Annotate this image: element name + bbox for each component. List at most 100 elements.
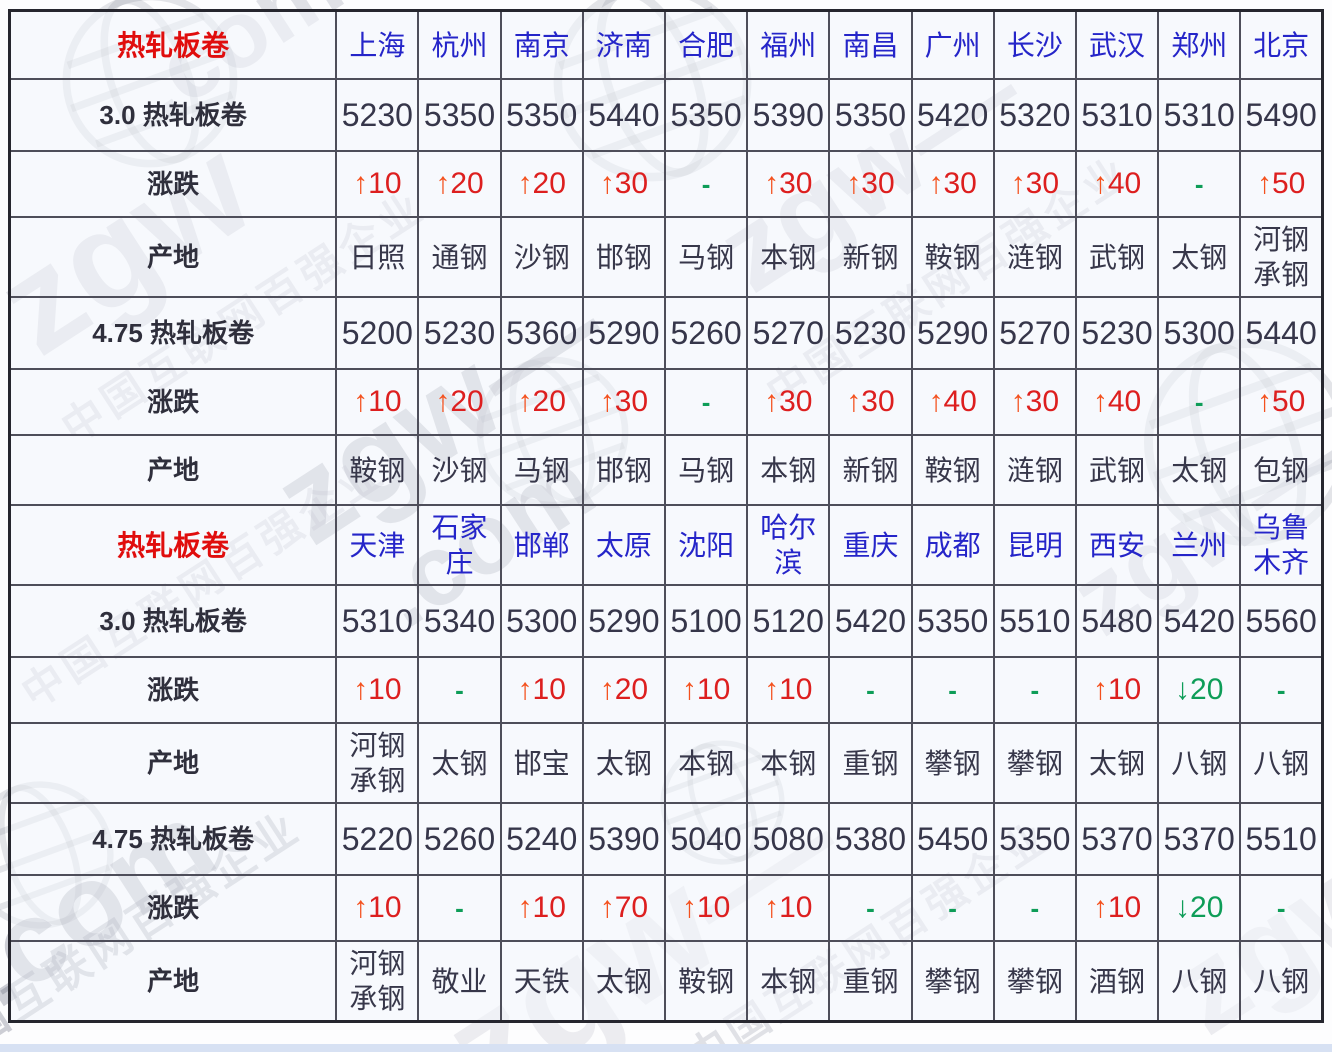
origin-cell: 太钢 — [1157, 216, 1242, 298]
price-cell: 5560 — [1239, 584, 1324, 658]
change-value: 20 — [450, 385, 484, 419]
change-value: 20 — [532, 167, 566, 201]
price-cell: 5300 — [499, 584, 584, 658]
price-cell: 5100 — [663, 584, 749, 658]
origin-cell: 新钢 — [828, 216, 913, 298]
price-cell: 5370 — [1157, 802, 1242, 876]
change-cell: ↑10 — [335, 874, 420, 942]
price-cell: 5420 — [828, 584, 913, 658]
price-cell: 5230 — [828, 296, 913, 370]
city-header-cell: 合肥 — [663, 9, 749, 80]
price-cell: 5290 — [581, 584, 666, 658]
change-cell: - — [1157, 368, 1242, 436]
change-cell: - — [828, 656, 913, 724]
city-header-cell: 沈阳 — [663, 504, 749, 586]
city-header-cell: 广州 — [910, 9, 995, 80]
price-row: 4.75 热轧板卷 5200 5230 5360 5290 5260 5270 5230 529… — [8, 296, 1324, 370]
origin-cell: 太钢 — [581, 722, 666, 804]
origin-cell: 攀钢 — [992, 722, 1077, 804]
origin-cell: 河钢承钢 — [1239, 216, 1324, 298]
price-cell: 5390 — [746, 78, 831, 152]
up-arrow-icon: ↑ — [599, 385, 615, 419]
origin-cell: 鞍钢 — [910, 216, 995, 298]
change-value: 10 — [779, 673, 813, 707]
city-header-cell: 杭州 — [417, 9, 502, 80]
origin-cell: 太钢 — [1074, 722, 1160, 804]
change-value: 20 — [450, 167, 484, 201]
section-title: 热轧板卷 — [8, 9, 338, 80]
change-value: 10 — [368, 385, 402, 419]
no-change-dash: - — [1276, 675, 1286, 706]
change-label: 涨跌 — [8, 874, 338, 942]
up-arrow-icon: ↑ — [928, 385, 944, 419]
change-cell: - — [417, 874, 502, 942]
up-arrow-icon: ↑ — [353, 673, 369, 707]
change-cell: ↑20 — [499, 150, 584, 218]
up-arrow-icon: ↑ — [1092, 385, 1108, 419]
up-arrow-icon: ↑ — [517, 673, 533, 707]
origin-cell: 沙钢 — [499, 216, 584, 298]
origin-cell: 新钢 — [828, 434, 913, 506]
up-arrow-icon: ↑ — [517, 385, 533, 419]
up-arrow-icon: ↑ — [1256, 167, 1272, 201]
change-cell: ↑70 — [581, 874, 666, 942]
no-change-dash: - — [1030, 893, 1040, 924]
origin-cell: 八钢 — [1239, 722, 1324, 804]
up-arrow-icon: ↑ — [1092, 891, 1108, 925]
city-header-cell: 成都 — [910, 504, 995, 586]
change-label: 涨跌 — [8, 368, 338, 436]
origin-cell: 邯钢 — [581, 216, 666, 298]
change-cell: ↑10 — [1074, 874, 1160, 942]
origin-cell: 沙钢 — [417, 434, 502, 506]
change-cell: ↑40 — [1074, 368, 1160, 436]
origin-label: 产地 — [8, 940, 338, 1023]
origin-cell: 攀钢 — [992, 940, 1077, 1023]
price-cell: 5040 — [663, 802, 749, 876]
origin-cell: 武钢 — [1074, 434, 1160, 506]
origin-row: 产地 河钢承钢 太钢 邯宝 太钢 本钢 本钢 重钢 攀钢 攀钢 太钢 八钢 八钢 — [8, 722, 1324, 804]
page-bottom-strip — [0, 1044, 1332, 1052]
origin-cell: 包钢 — [1239, 434, 1324, 506]
change-cell: ↑50 — [1239, 368, 1324, 436]
price-cell: 5480 — [1074, 584, 1160, 658]
change-cell: ↑10 — [1074, 656, 1160, 724]
price-cell: 5440 — [581, 78, 666, 152]
no-change-dash: - — [701, 387, 711, 418]
price-cell: 5310 — [335, 584, 420, 658]
origin-cell: 敬业 — [417, 940, 502, 1023]
up-arrow-icon: ↑ — [681, 891, 697, 925]
up-arrow-icon: ↑ — [1010, 167, 1026, 201]
change-value: 50 — [1271, 167, 1306, 201]
change-label: 涨跌 — [8, 656, 338, 724]
change-cell: ↑30 — [992, 150, 1077, 218]
steel-price-table: 热轧板卷 上海 杭州 南京 济南 合肥 福州 南昌 广州 长沙 武汉 郑州 北京 3.0 热轧板卷 5230… — [8, 9, 1324, 1023]
up-arrow-icon: ↑ — [435, 385, 451, 419]
change-value: 50 — [1271, 385, 1306, 419]
change-cell: ↑10 — [499, 874, 584, 942]
change-value: 20 — [532, 385, 566, 419]
change-value: 10 — [1107, 673, 1142, 707]
change-cell: ↑50 — [1239, 150, 1324, 218]
change-cell: - — [992, 656, 1077, 724]
change-cell: ↑10 — [746, 656, 831, 724]
origin-cell: 太钢 — [581, 940, 666, 1023]
origin-cell: 酒钢 — [1074, 940, 1160, 1023]
price-cell: 5490 — [1239, 78, 1324, 152]
change-value: 30 — [1025, 385, 1060, 419]
no-change-dash: - — [701, 169, 711, 200]
city-header-cell: 邯郸 — [499, 504, 584, 586]
up-arrow-icon: ↑ — [1256, 385, 1272, 419]
city-header-cell: 兰州 — [1157, 504, 1242, 586]
origin-cell: 本钢 — [746, 722, 831, 804]
change-cell: ↑10 — [499, 656, 584, 724]
up-arrow-icon: ↑ — [928, 167, 944, 201]
up-arrow-icon: ↑ — [846, 385, 862, 419]
price-cell: 5290 — [910, 296, 995, 370]
city-header-cell: 福州 — [746, 9, 831, 80]
up-arrow-icon: ↑ — [764, 673, 780, 707]
city-header-cell: 西安 — [1074, 504, 1160, 586]
price-cell: 5080 — [746, 802, 831, 876]
city-header-cell: 重庆 — [828, 504, 913, 586]
change-value: 30 — [779, 385, 813, 419]
price-cell: 5450 — [910, 802, 995, 876]
